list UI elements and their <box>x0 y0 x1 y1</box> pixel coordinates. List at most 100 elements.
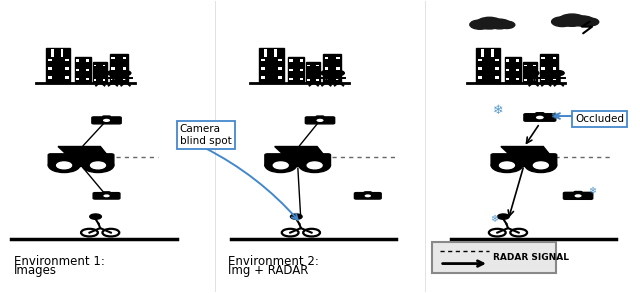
Bar <box>316 64 319 67</box>
Bar <box>307 79 310 81</box>
Text: ❄: ❄ <box>490 214 499 224</box>
Text: RADAR: RADAR <box>431 264 472 277</box>
Bar <box>274 49 277 57</box>
Bar <box>506 78 509 80</box>
Bar <box>524 79 527 81</box>
FancyBboxPatch shape <box>491 154 557 166</box>
Circle shape <box>95 71 106 76</box>
Text: Environment 2:: Environment 2: <box>228 255 319 268</box>
FancyBboxPatch shape <box>316 116 324 119</box>
FancyBboxPatch shape <box>48 154 114 166</box>
Text: Occluded: Occluded <box>575 114 624 124</box>
Polygon shape <box>501 146 550 156</box>
Bar <box>46 48 70 83</box>
Bar <box>300 78 303 80</box>
Bar <box>123 57 126 59</box>
Bar <box>76 69 79 71</box>
Circle shape <box>108 71 118 76</box>
Bar <box>336 67 340 70</box>
Circle shape <box>499 21 515 28</box>
Bar <box>541 67 545 70</box>
Bar <box>495 59 499 62</box>
Circle shape <box>120 71 131 76</box>
Bar <box>324 77 328 80</box>
Circle shape <box>103 119 110 122</box>
Text: Camera
blind spot: Camera blind spot <box>180 124 232 146</box>
Bar <box>336 57 340 59</box>
Bar <box>524 64 527 67</box>
Bar <box>532 79 536 81</box>
FancyBboxPatch shape <box>364 192 371 194</box>
Bar <box>278 59 282 62</box>
Circle shape <box>333 71 344 76</box>
Bar <box>288 57 304 83</box>
FancyBboxPatch shape <box>431 242 556 273</box>
Bar <box>324 57 328 59</box>
Bar <box>481 49 484 57</box>
Circle shape <box>49 158 80 173</box>
Circle shape <box>497 214 509 219</box>
Circle shape <box>90 214 101 219</box>
Bar <box>324 67 328 70</box>
Circle shape <box>103 194 109 197</box>
Circle shape <box>492 158 523 173</box>
Bar <box>75 57 91 83</box>
Bar <box>541 77 545 80</box>
Bar <box>86 59 90 62</box>
Bar <box>476 48 500 83</box>
Circle shape <box>307 162 322 169</box>
Circle shape <box>572 16 594 26</box>
Bar <box>278 76 282 79</box>
Bar <box>111 77 115 80</box>
Bar <box>516 59 520 62</box>
Circle shape <box>314 117 326 123</box>
Polygon shape <box>275 146 324 156</box>
FancyBboxPatch shape <box>574 192 582 194</box>
FancyBboxPatch shape <box>103 192 110 194</box>
FancyBboxPatch shape <box>102 116 110 119</box>
Text: Img + RADAR: Img + RADAR <box>228 264 308 277</box>
Circle shape <box>265 158 296 173</box>
Bar <box>65 67 68 70</box>
Text: Environment 3:: Environment 3: <box>431 255 522 268</box>
Bar <box>478 59 482 62</box>
Bar <box>316 79 319 81</box>
Bar <box>86 69 90 71</box>
Bar <box>123 77 126 80</box>
Circle shape <box>489 19 510 29</box>
Bar <box>289 69 292 71</box>
Bar <box>86 78 90 80</box>
Circle shape <box>470 20 490 29</box>
Bar <box>93 64 97 67</box>
Bar <box>289 59 292 62</box>
Bar <box>65 76 68 79</box>
Bar <box>261 67 265 70</box>
Bar <box>506 59 509 62</box>
Bar <box>261 59 265 62</box>
Text: ❄: ❄ <box>550 111 558 121</box>
Text: Environment 1:: Environment 1: <box>14 255 105 268</box>
Bar <box>336 77 340 80</box>
FancyBboxPatch shape <box>524 114 556 121</box>
Bar <box>491 49 493 57</box>
Text: Images: Images <box>14 264 57 277</box>
Circle shape <box>83 158 114 173</box>
Bar <box>48 67 52 70</box>
Bar <box>553 57 556 59</box>
Circle shape <box>528 71 539 76</box>
Bar <box>541 57 545 59</box>
Bar <box>553 67 556 70</box>
Circle shape <box>541 71 552 76</box>
Bar <box>111 57 115 59</box>
Circle shape <box>100 193 112 198</box>
Circle shape <box>316 119 324 122</box>
Bar <box>111 67 115 70</box>
Bar <box>532 64 536 67</box>
FancyBboxPatch shape <box>265 154 330 166</box>
Bar <box>93 79 97 81</box>
Bar <box>109 54 127 83</box>
Circle shape <box>299 158 330 173</box>
Bar <box>323 54 341 83</box>
Bar <box>289 78 292 80</box>
Bar <box>102 79 106 81</box>
